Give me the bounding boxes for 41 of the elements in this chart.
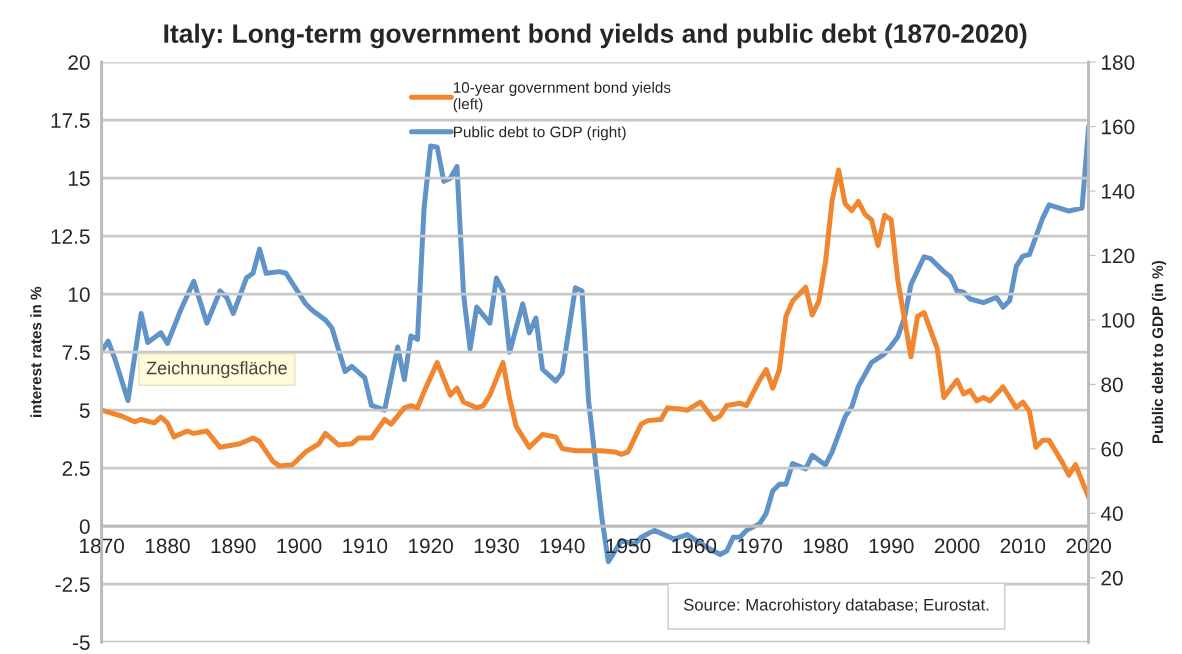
x-tick-label: 1940 <box>540 538 585 554</box>
legend-label: Public debt to GDP (right) <box>454 126 626 141</box>
y2-tick-label: 180 <box>1102 55 1135 70</box>
y-tick-label: 0 <box>79 519 90 534</box>
y-tick-label: 12.5 <box>51 229 90 244</box>
x-tick-label: 1930 <box>474 538 519 554</box>
y-tick-label: 15 <box>68 171 90 186</box>
x-tick-label: 1970 <box>738 538 782 554</box>
x-tick-label: 1890 <box>211 538 256 554</box>
x-tick-label: 1920 <box>409 538 453 554</box>
y2-tick-label: 140 <box>1102 184 1135 199</box>
y2-tick-label: 80 <box>1101 377 1123 393</box>
y-tick-label: 10 <box>68 287 90 302</box>
x-tick-label: 1870 <box>80 538 125 554</box>
y2-tick-label: 120 <box>1102 248 1135 264</box>
y2-axis-title: Public debt to GDP (in %) <box>1151 260 1167 444</box>
chart-title: Italy: Long-term government bond yields and public debt (1870-2020) <box>164 23 1027 49</box>
y2-tick-label: 100 <box>1102 312 1135 328</box>
annotation: Zeichnungsfläche <box>146 361 287 378</box>
y-tick-label: 5 <box>79 403 90 418</box>
x-tick-label: 1980 <box>803 538 848 554</box>
x-tick-label: 1900 <box>277 538 322 554</box>
annotation: Source: Macrohistory database; Eurostat. <box>683 598 989 614</box>
y2-tick-label: 20 <box>1101 570 1123 586</box>
y2-tick-label: 160 <box>1102 119 1135 135</box>
y-tick-label: 17.5 <box>51 113 90 128</box>
y-tick-label: -5 <box>72 635 90 650</box>
y-tick-label: 20 <box>68 55 90 70</box>
y-axis-title: interest rates in % <box>30 286 42 417</box>
x-tick-label: 2020 <box>1066 538 1111 554</box>
y-tick-label: 2.5 <box>62 461 90 476</box>
legend-label: 10-year government bond yields (left) <box>453 81 671 113</box>
x-tick-label: 2000 <box>934 538 980 554</box>
x-tick-label: 1910 <box>343 538 388 554</box>
y2-tick-label: 60 <box>1101 441 1123 457</box>
y-tick-label: 7.5 <box>62 345 90 360</box>
y2-tick-label: 40 <box>1100 506 1123 522</box>
x-tick-label: 1880 <box>145 538 190 554</box>
x-tick-label: 2010 <box>1000 538 1046 554</box>
x-tick-label: 1990 <box>869 538 914 554</box>
y-tick-label: -2.5 <box>55 577 90 592</box>
